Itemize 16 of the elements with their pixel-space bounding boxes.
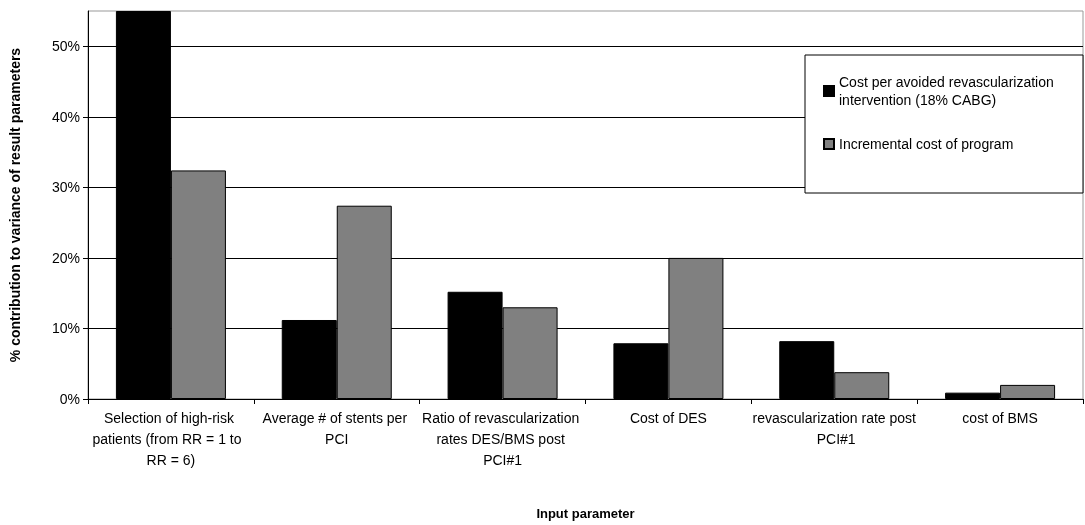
y-tick-label: 40% bbox=[51, 108, 80, 125]
y-tick-label: 30% bbox=[51, 179, 80, 196]
x-tick-label: Cost of DES bbox=[629, 409, 707, 426]
x-axis-title: Input parameter bbox=[536, 506, 635, 521]
y-tick-label: 10% bbox=[51, 320, 80, 337]
legend-label: Incremental cost of program bbox=[839, 136, 1014, 152]
x-tick-label: Selection of high-risk patients (from RR = 1 to RR = 6) bbox=[92, 409, 250, 468]
y-axis-title: % contribution to variance of result parameters bbox=[7, 47, 23, 363]
x-tick-label: revascularization rate post PCI#1 bbox=[752, 409, 917, 447]
x-tick-label: Average # of stents per PCI bbox=[262, 409, 411, 447]
x-tick-label: cost of BMS bbox=[962, 409, 1038, 426]
y-tick-label: 20% bbox=[51, 249, 80, 266]
legend-label: Cost per avoided revascularization intervention (18% CABG) bbox=[839, 74, 1058, 108]
y-tick-label: 0% bbox=[59, 391, 80, 407]
y-tick-label: 50% bbox=[51, 38, 80, 55]
x-tick-label: Ratio of revascularization rates DES/BMS post PCI#1 bbox=[422, 409, 584, 468]
